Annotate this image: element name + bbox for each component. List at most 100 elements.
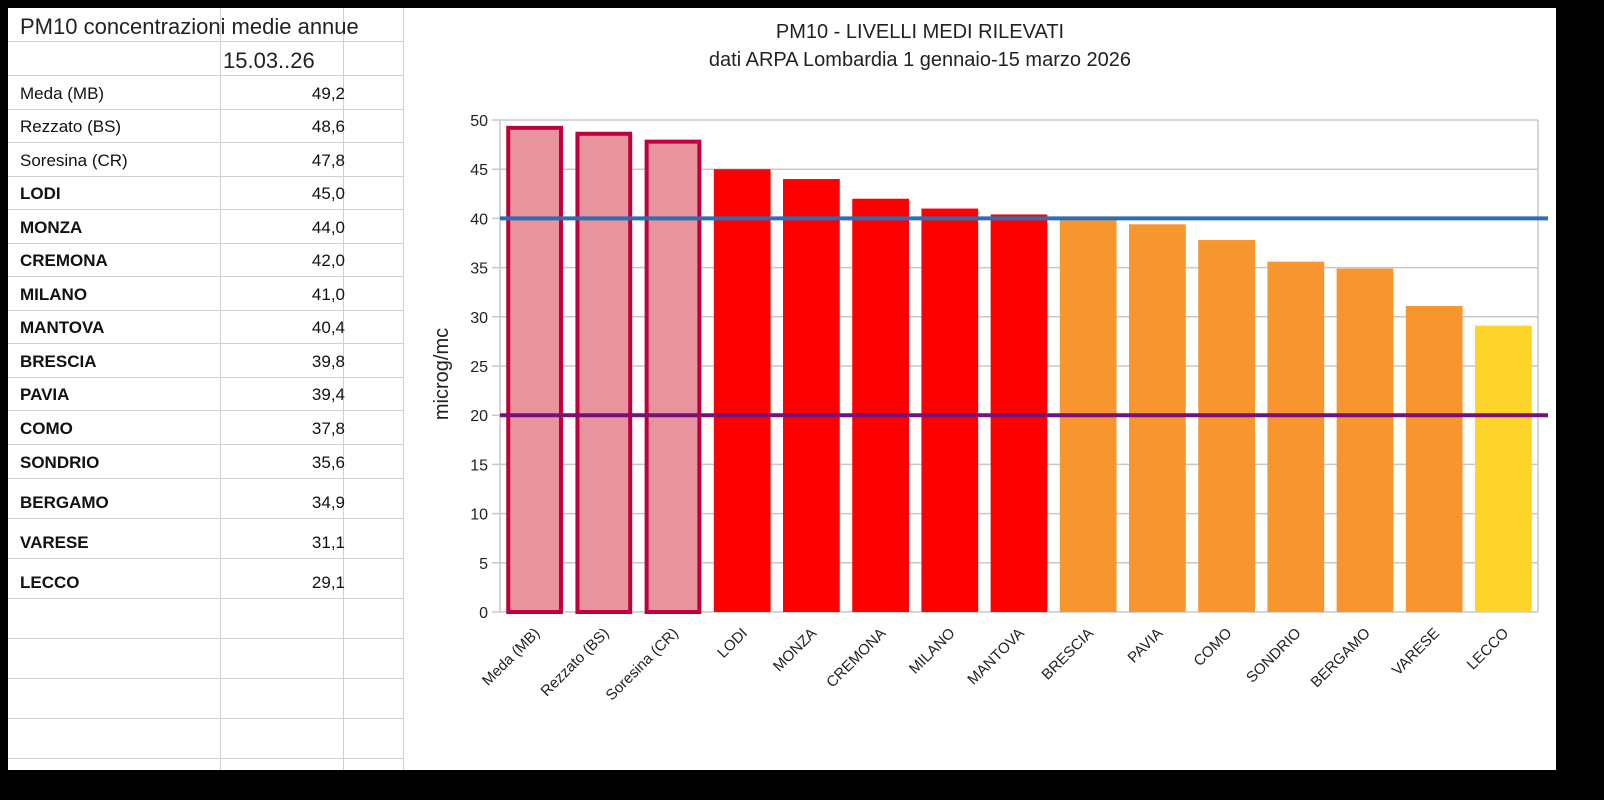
y-axis-label: microg/mc	[431, 328, 453, 420]
x-tick-label: MILANO	[906, 625, 959, 678]
table-row: MONZA 44,0	[8, 210, 403, 244]
row-name: Rezzato (BS)	[20, 117, 122, 136]
row-name: Meda (MB)	[20, 83, 105, 103]
bar	[1475, 325, 1532, 612]
column-divider	[403, 8, 404, 770]
x-tick-label: COMO	[1190, 625, 1235, 670]
table-row: SONDRIO 35,6	[8, 445, 403, 479]
chart-subtitle: dati ARPA Lombardia 1 gennaio-15 marzo 2…	[709, 49, 1131, 71]
table-row: COMO 37,8	[8, 411, 403, 445]
row-name: SONDRIO	[20, 452, 100, 472]
row-value: 34,9	[311, 492, 345, 512]
x-tick-label: MANTOVA	[964, 625, 1027, 688]
row-value: 40,4	[311, 318, 345, 337]
empty-table-row	[8, 639, 403, 679]
row-name: LODI	[20, 184, 61, 203]
x-tick-label: Meda (MB)	[479, 625, 543, 689]
row-name: BERGAMO	[20, 492, 109, 512]
x-tick-label: Rezzato (BS)	[538, 625, 613, 700]
y-tick-label: 40	[470, 211, 488, 228]
table-row: CREMONA 42,0	[8, 244, 403, 277]
bar	[921, 208, 979, 612]
table-row: VARESE 31,1	[8, 519, 403, 559]
x-tick-label: MONZA	[770, 625, 820, 675]
bar	[575, 131, 633, 614]
x-tick-label: BRESCIA	[1038, 625, 1097, 684]
y-tick-label: 30	[470, 310, 488, 327]
table-title-row	[8, 8, 403, 42]
empty-table-row	[8, 679, 403, 719]
data-table: PM10 concentrazioni medie annue 15.03..2…	[8, 8, 408, 770]
bar	[783, 179, 840, 613]
x-tick-label: LECCO	[1464, 625, 1513, 674]
y-tick-label: 10	[470, 507, 488, 524]
table-row: BERGAMO 34,9	[8, 479, 403, 519]
x-tick-label: LODI	[714, 625, 751, 662]
x-tick-label: Soresina (CR)	[603, 625, 682, 704]
row-value: 49,2	[311, 83, 345, 103]
bar	[1336, 268, 1394, 612]
row-value: 37,8	[311, 418, 345, 438]
x-tick-label: SONDRIO	[1243, 625, 1305, 687]
table-row: PAVIA 39,4	[8, 378, 403, 411]
y-tick-label: 45	[470, 162, 488, 179]
row-name: COMO	[20, 418, 73, 438]
row-value: 35,6	[311, 452, 345, 472]
row-value: 47,8	[311, 150, 345, 170]
row-value: 42,0	[311, 251, 345, 270]
row-value: 44,0	[311, 217, 345, 237]
table-row: Meda (MB) 49,2	[8, 76, 403, 110]
row-value: 45,0	[311, 184, 345, 203]
row-name: MILANO	[20, 284, 88, 304]
bar	[1267, 261, 1325, 612]
y-tick-label: 5	[479, 556, 488, 573]
table-row: LECCO 29,1	[8, 559, 403, 599]
table-row: Rezzato (BS) 48,6	[8, 110, 403, 143]
table-row: Soresina (CR) 47,8	[8, 143, 403, 177]
row-name: VARESE	[20, 532, 89, 552]
y-tick-label: 0	[479, 605, 488, 622]
y-tick-label: 35	[470, 261, 488, 278]
table-row: MANTOVA 40,4	[8, 311, 403, 344]
row-name: PAVIA	[20, 385, 70, 404]
row-name: MANTOVA	[20, 318, 105, 337]
table-row: BRESCIA 39,8	[8, 344, 403, 378]
x-tick-label: CREMONA	[823, 625, 889, 691]
bar	[506, 125, 563, 614]
bar	[713, 169, 771, 612]
y-tick-label: 15	[470, 457, 488, 474]
y-tick-label: 25	[470, 359, 488, 376]
column-divider	[343, 8, 344, 770]
table-row: MILANO 41,0	[8, 277, 403, 311]
y-tick-label: 50	[470, 113, 488, 130]
bar	[1198, 240, 1255, 612]
y-tick-label: 20	[470, 408, 488, 425]
row-value: 39,4	[311, 385, 345, 404]
column-divider	[220, 8, 221, 770]
row-value: 29,1	[311, 572, 345, 592]
chart-title: PM10 - LIVELLI MEDI RILEVATI	[776, 21, 1064, 43]
bar	[1405, 305, 1463, 612]
x-tick-label: PAVIA	[1125, 625, 1167, 667]
bar-chart: PM10 - LIVELLI MEDI RILEVATI dati ARPA L…	[431, 21, 1548, 704]
x-tick-label: BERGAMO	[1308, 625, 1374, 691]
bar	[1129, 224, 1186, 612]
table-row: LODI 45,0	[8, 177, 403, 210]
bar	[644, 139, 702, 614]
table-date: 15.03..26	[223, 48, 315, 73]
x-tick-label: VARESE	[1389, 625, 1443, 679]
empty-table-row	[8, 599, 403, 639]
table-date-row	[8, 42, 403, 76]
bar	[852, 198, 909, 612]
row-name: MONZA	[20, 217, 83, 237]
row-name: BRESCIA	[20, 351, 97, 371]
row-name: CREMONA	[20, 251, 108, 270]
row-value: 39,8	[311, 351, 345, 371]
figure-panel: PM10 concentrazioni medie annue 15.03..2…	[8, 8, 1556, 770]
row-name: Soresina (CR)	[20, 150, 128, 170]
row-value: 31,1	[311, 532, 345, 552]
row-value: 41,0	[311, 284, 345, 304]
empty-table-row	[8, 719, 403, 759]
table-title: PM10 concentrazioni medie annue	[20, 14, 359, 39]
row-value: 48,6	[311, 117, 345, 136]
